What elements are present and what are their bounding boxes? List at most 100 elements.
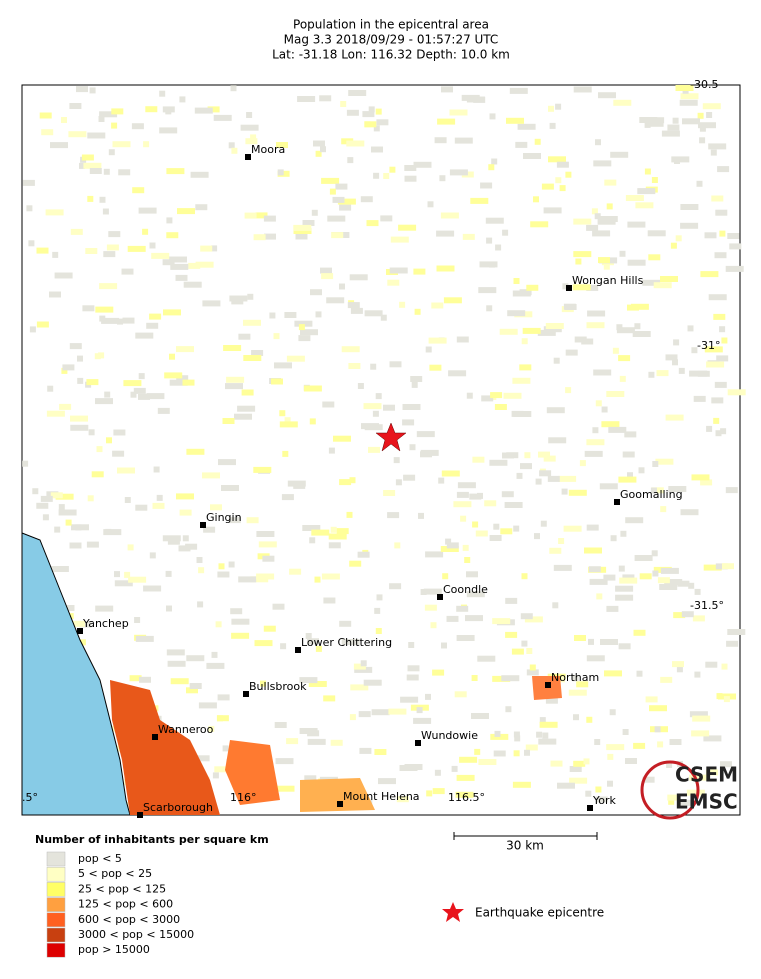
land-cell (410, 376, 423, 382)
land-cell (418, 512, 424, 519)
land-cell (258, 541, 277, 548)
land-cell (636, 670, 643, 677)
land-cell (139, 676, 151, 683)
land-cell (660, 276, 678, 282)
land-cell (94, 353, 101, 360)
title: Population in the epicentral area (293, 18, 489, 32)
land-cell (41, 129, 54, 136)
land-cell (708, 294, 727, 301)
land-cell (702, 103, 721, 110)
land-cell (488, 164, 495, 171)
land-cell (308, 681, 327, 687)
land-cell (69, 103, 82, 109)
land-cell (50, 492, 63, 499)
land-cell (670, 242, 677, 249)
land-cell (70, 415, 88, 422)
land-cell (194, 107, 213, 114)
land-cell (336, 528, 349, 535)
land-cell (264, 233, 276, 240)
land-cell (588, 566, 601, 573)
land-cell (59, 403, 72, 410)
land-cell (376, 594, 383, 601)
land-cell (396, 796, 409, 803)
land-cell (228, 142, 235, 149)
land-cell (576, 681, 589, 688)
land-cell (348, 363, 361, 369)
land-cell (271, 378, 283, 385)
land-cell (703, 564, 722, 571)
land-cell (439, 175, 446, 182)
land-cell (333, 435, 351, 442)
land-cell (206, 662, 225, 669)
land-cell (230, 85, 237, 92)
land-cell (55, 493, 74, 500)
land-cell (91, 471, 104, 478)
land-cell (645, 120, 664, 127)
land-cell (127, 544, 134, 551)
town-label: Wundowie (421, 729, 478, 742)
land-cell (491, 158, 498, 165)
land-cell (210, 504, 222, 511)
land-cell (650, 487, 657, 494)
land-cell (598, 92, 616, 99)
land-cell (622, 451, 635, 458)
land-cell (183, 281, 202, 288)
land-cell (177, 208, 195, 215)
land-cell (456, 635, 475, 641)
land-cell (284, 417, 291, 424)
land-cell (505, 597, 518, 604)
land-cell (522, 327, 541, 334)
land-cell (339, 283, 345, 290)
land-cell (436, 265, 455, 272)
land-cell (108, 149, 115, 156)
land-cell (427, 201, 434, 208)
land-cell (253, 466, 272, 473)
land-cell (28, 240, 35, 247)
land-cell (99, 283, 118, 290)
land-cell (54, 272, 73, 279)
land-cell (281, 494, 294, 501)
land-cell (320, 146, 326, 153)
land-cell (413, 268, 426, 275)
land-cell (133, 387, 146, 394)
land-cell (176, 493, 194, 500)
land-cell (423, 588, 442, 595)
land-cell (231, 632, 250, 639)
land-cell (277, 169, 284, 176)
land-cell (413, 161, 432, 168)
land-cell (668, 798, 675, 805)
land-cell (123, 380, 142, 387)
land-cell (549, 547, 562, 554)
land-cell (675, 235, 682, 242)
land-cell (642, 279, 661, 286)
land-cell (315, 645, 322, 652)
land-cell (548, 437, 567, 444)
land-cell (413, 717, 432, 724)
land-cell (559, 185, 566, 192)
land-cell (40, 495, 53, 502)
land-cell (350, 307, 363, 314)
land-cell (598, 257, 610, 264)
land-cell (218, 563, 225, 570)
land-cell (420, 449, 439, 456)
land-cell (346, 109, 359, 116)
land-cell (573, 218, 592, 225)
land-cell (627, 259, 646, 266)
land-cell (307, 730, 320, 737)
land-cell (723, 696, 730, 703)
land-cell (507, 310, 526, 317)
land-cell (635, 202, 654, 209)
land-cell (526, 284, 539, 291)
land-cell (156, 494, 163, 501)
town-label: York (592, 794, 617, 807)
land-cell (428, 337, 447, 344)
land-cell (493, 523, 500, 530)
land-cell (612, 347, 619, 354)
land-cell (378, 778, 396, 785)
land-cell (501, 675, 520, 682)
town-label: Scarborough (143, 801, 213, 814)
land-cell (713, 417, 720, 424)
land-cell (85, 248, 98, 254)
town-label: Wanneroo (158, 723, 214, 736)
land-cell (347, 157, 354, 164)
